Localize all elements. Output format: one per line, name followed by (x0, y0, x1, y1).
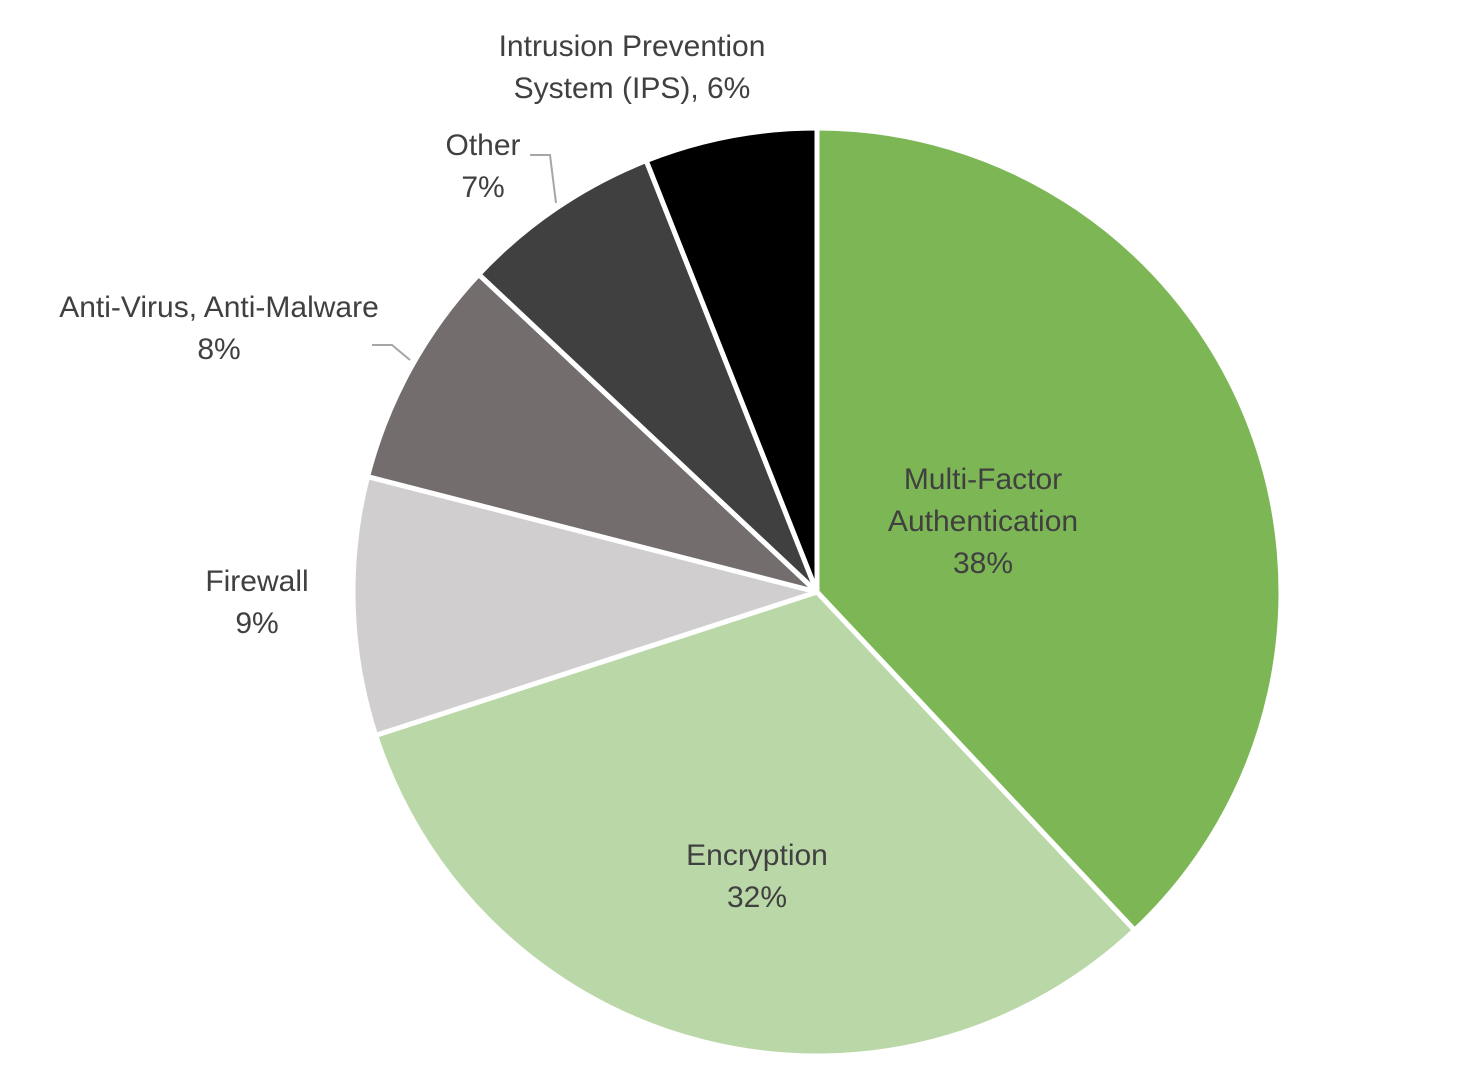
label-line: Intrusion Prevention (498, 30, 766, 63)
label-line: Firewall (205, 565, 309, 598)
label-percent: 9% (235, 607, 279, 640)
pie-slice-firewall (350, 474, 820, 738)
label-line: Authentication (887, 505, 1079, 538)
pie-slice-multi-factor-authentication (814, 125, 1284, 933)
label-intrusion-prevention-system: Intrusion Prevention System (IPS), 6% (499, 26, 766, 110)
pie-slice-other (476, 158, 820, 595)
label-percent: 7% (461, 171, 505, 204)
label-percent: 38% (952, 547, 1014, 580)
leader-line-other (530, 154, 557, 204)
label-encryption: Encryption 32% (686, 835, 828, 919)
label-anti-virus-anti-malware: Anti-Virus, Anti-Malware 8% (59, 287, 379, 371)
label-line: Encryption (686, 839, 828, 872)
leader-line-anti-virus-anti-malware (372, 344, 411, 361)
label-percent: 32% (726, 881, 788, 914)
label-percent: 8% (197, 333, 241, 366)
label-line: Multi-Factor (903, 463, 1063, 496)
label-line: Other (445, 129, 521, 162)
pie-slice-intrusion-prevention-system-ips (643, 125, 820, 595)
pie-slice-encryption (373, 589, 1138, 1059)
label-multi-factor-authentication: Multi-Factor Authentication 38% (888, 459, 1078, 585)
pie-slice-anti-virus-anti-malware (365, 271, 820, 595)
label-other: Other 7% (445, 125, 520, 209)
label-line: Anti-Virus, Anti-Malware (59, 291, 379, 324)
label-firewall: Firewall 9% (205, 561, 308, 645)
label-line: System (IPS), 6% (513, 72, 751, 105)
